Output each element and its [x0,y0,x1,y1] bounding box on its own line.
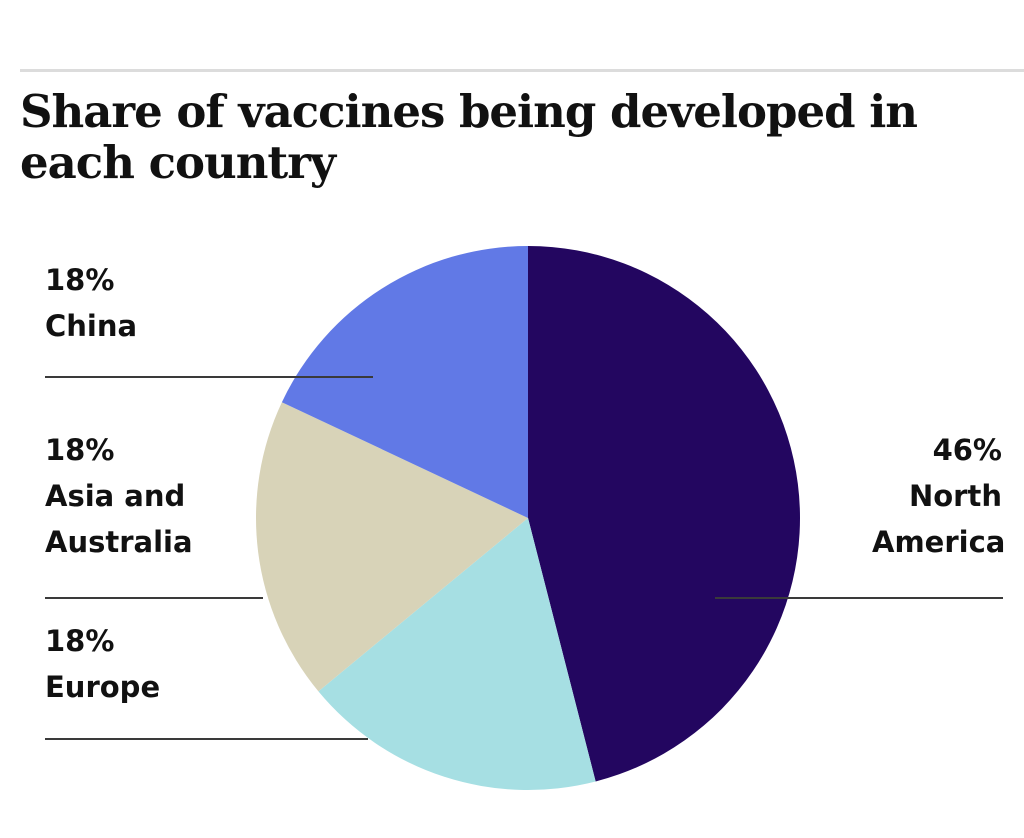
europe-label: 18% Europe [45,618,160,710]
north-america-label: 46% North America [872,427,1006,565]
asia-australia-value-label: 18% [45,433,115,467]
north-america-value-label: 46% [932,433,1002,467]
europe-name-label: Europe [45,670,161,704]
pie-slice-north-america [528,246,800,782]
pie-slice-asia-and-australia [255,402,528,692]
asia-australia-label: 18% Asia and Australia [45,427,195,565]
north-america-name-label: North America [872,479,1006,559]
china-label: 18% China [45,257,137,349]
north-america-leader-line [715,597,1003,599]
asia-australia-leader-line [45,597,263,599]
china-name-label: China [45,309,138,343]
china-leader-line [45,376,373,378]
pie-slices [255,246,800,790]
europe-value-label: 18% [45,624,115,658]
pie-slice-china [281,246,528,518]
top-divider [20,69,1024,72]
asia-australia-name-label: Asia and Australia [45,479,193,559]
pie-slice-europe [318,518,596,790]
china-value-label: 18% [45,263,115,297]
europe-leader-line [45,738,368,740]
chart-title: Share of vaccines being developed in eac… [20,85,918,189]
